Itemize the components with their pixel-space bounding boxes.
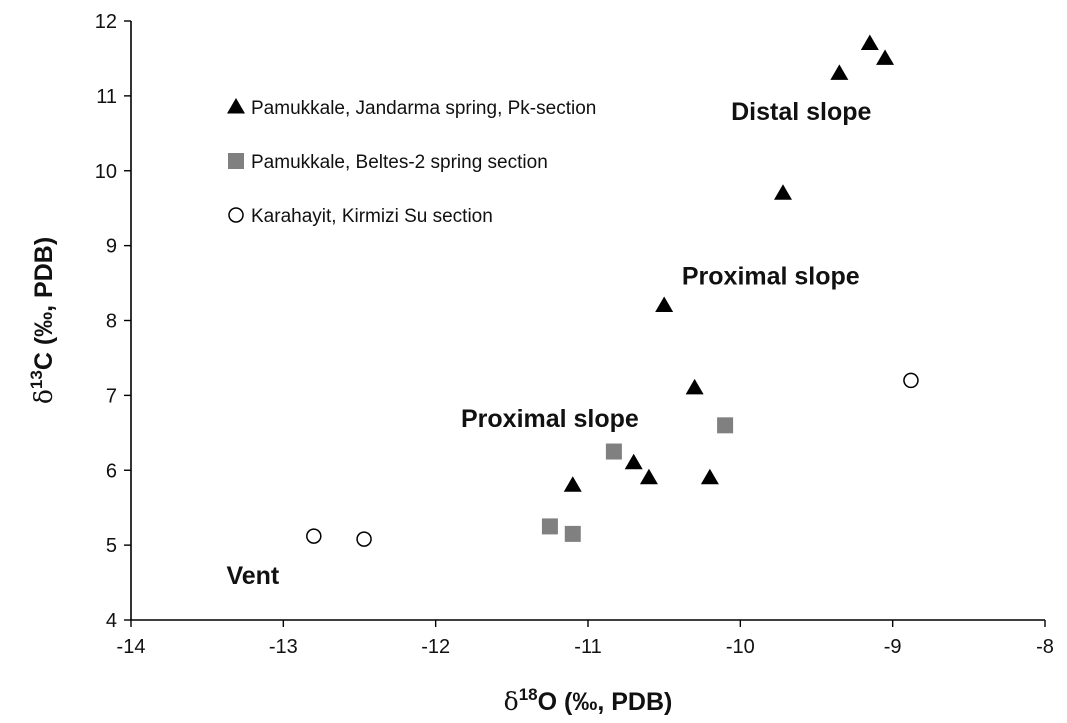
y-tick-label: 12 <box>95 11 117 33</box>
series-2-point-4 <box>564 525 581 542</box>
y-tick-label: 11 <box>96 86 117 108</box>
x-tick-label: -8 <box>1036 636 1054 658</box>
y-tick-label: 10 <box>95 161 117 183</box>
legend-marker-2 <box>228 153 244 169</box>
series-1-point-7 <box>624 453 643 470</box>
tick-labels: 4 5 6 7 8 9 10 11 12 -14 -13 -12 -11 -10 -9 -8 <box>95 11 1054 658</box>
x-axis-title-symbol: δ <box>504 687 519 716</box>
x-tick-label: -13 <box>269 636 298 658</box>
annotation-label-4: Vent <box>226 562 279 590</box>
y-tick-label: 4 <box>106 610 117 632</box>
data-points <box>306 34 919 547</box>
annotation-label-2: Proximal slope <box>682 263 860 291</box>
series-1-point-4 <box>773 184 792 200</box>
x-tick-label: -14 <box>117 636 146 658</box>
legend-label-2: Pamukkale, Beltes-2 spring section <box>251 152 548 173</box>
series-3-point-3 <box>356 531 372 547</box>
x-tick-label: -10 <box>726 636 755 658</box>
legend-label-3: Karahayit, Kirmizi Su section <box>251 206 493 227</box>
series-1-point-2 <box>876 49 895 65</box>
annotation-label-1: Distal slope <box>731 98 871 126</box>
series-1-point-5 <box>655 296 674 313</box>
series-2-point-1 <box>605 443 622 460</box>
series-2-point-2 <box>717 417 734 434</box>
y-tick-label: 6 <box>106 460 117 482</box>
legend-label-1: Pamukkale, Jandarma spring, Pk-section <box>251 98 596 119</box>
annotations: Distal slope Proximal slope Proximal slope… <box>226 98 871 590</box>
y-tick-label: 8 <box>106 311 117 333</box>
series-1-point-9 <box>700 468 719 485</box>
y-axis-title-text: C (‰, PDB) <box>30 237 58 370</box>
y-tick-label: 9 <box>106 236 117 258</box>
series-1-point-6 <box>685 378 704 395</box>
series-3-point-2 <box>306 528 322 544</box>
series-1-point-8 <box>639 468 658 485</box>
y-axis-title-superscript: 13 <box>27 370 46 389</box>
legend: Pamukkale, Jandarma spring, Pk-section Pa… <box>227 98 596 227</box>
x-tick-label: -9 <box>884 636 902 658</box>
series-2-point-3 <box>541 518 558 535</box>
annotation-label-3: Proximal slope <box>461 405 639 433</box>
y-axis-title: δ13C (‰, PDB) <box>27 237 58 404</box>
x-tick-label: -11 <box>574 636 601 658</box>
y-axis-title-symbol: δ <box>29 389 58 404</box>
legend-marker-1 <box>227 98 245 114</box>
legend-marker-3 <box>228 207 244 223</box>
axes <box>124 20 1046 627</box>
series-1-point-3 <box>830 64 849 80</box>
x-axis-title-superscript: 18 <box>519 685 538 704</box>
x-axis-title: δ18O (‰, PDB) <box>504 685 673 716</box>
x-axis-title-text: O (‰, PDB) <box>538 688 673 716</box>
y-tick-label: 7 <box>106 385 117 407</box>
series-3-point-1 <box>903 372 919 389</box>
x-tick-label: -12 <box>421 636 450 658</box>
y-tick-label: 5 <box>106 535 117 557</box>
series-1-point-10 <box>563 476 582 492</box>
series-1-point-1 <box>860 34 879 50</box>
